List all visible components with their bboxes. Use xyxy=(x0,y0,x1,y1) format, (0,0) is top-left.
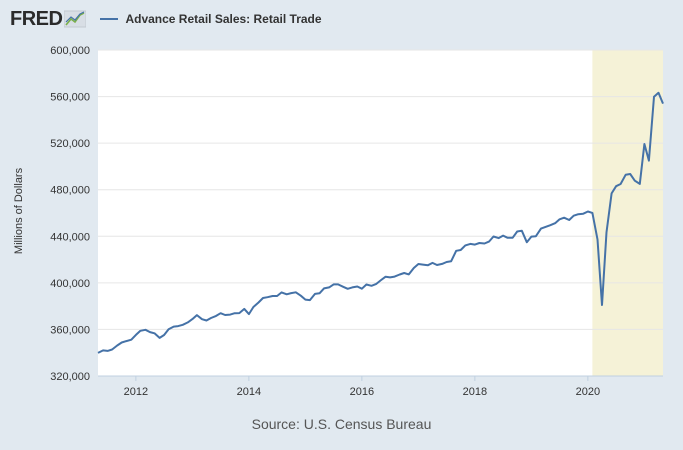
y-tick-label: 560,000 xyxy=(50,92,90,104)
fred-trend-icon xyxy=(64,10,87,28)
y-tick-label: 520,000 xyxy=(50,138,90,150)
shaded-region xyxy=(592,50,663,376)
legend-label: Advance Retail Sales: Retail Trade xyxy=(125,12,322,26)
x-tick-label: 2020 xyxy=(576,386,600,398)
y-axis-label: Millions of Dollars xyxy=(13,167,25,254)
series-line[interactable] xyxy=(97,91,664,354)
legend[interactable]: Advance Retail Sales: Retail Trade xyxy=(100,12,322,26)
source-note[interactable]: Source: U.S. Census Bureau xyxy=(251,416,432,432)
y-tick-label: 480,000 xyxy=(50,185,90,197)
plot-area xyxy=(98,50,663,376)
fred-logo-text: FRED xyxy=(10,7,63,30)
y-tick-label: 600,000 xyxy=(50,45,90,57)
x-tick-label: 2016 xyxy=(350,386,374,398)
y-tick-label: 360,000 xyxy=(50,324,90,336)
y-tick-label: 400,000 xyxy=(50,278,90,290)
fred-logo[interactable]: FRED xyxy=(10,7,87,31)
x-tick-label: 2018 xyxy=(463,386,487,398)
x-tick-label: 2014 xyxy=(237,386,261,398)
line-chart[interactable]: 320,000 360,000 400,000 440,000 480,000 520,0… xyxy=(0,0,683,410)
legend-swatch xyxy=(100,18,119,20)
y-tick-label: 440,000 xyxy=(50,231,90,243)
x-tick-label: 2012 xyxy=(124,386,148,398)
chart-header: FRED Advance Retail Sales: Retail Trade xyxy=(10,6,322,32)
y-tick-label: 320,000 xyxy=(50,371,90,383)
